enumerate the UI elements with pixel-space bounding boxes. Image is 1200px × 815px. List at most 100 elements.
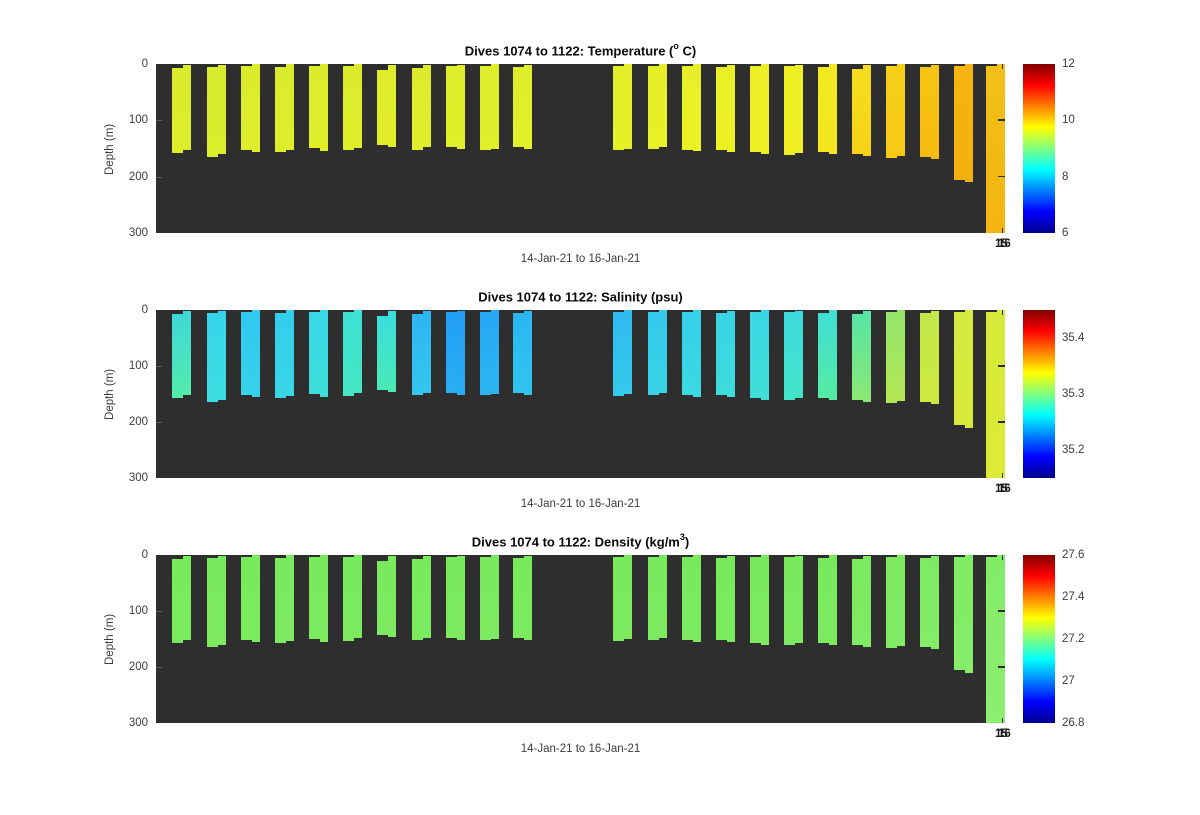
x-tick-16: 16 (998, 483, 1011, 495)
dive-profile-bar (479, 310, 499, 478)
y-axis-ticks: 0 100 200 300 (112, 549, 148, 729)
dive-profile-segment (613, 557, 624, 641)
dive-profile-segment (715, 558, 727, 641)
dive-profile-segment (863, 556, 871, 647)
date-range-label: 14-Jan-21 to 16-Jan-21 (520, 743, 641, 755)
dive-profile-segment (726, 555, 735, 643)
x-axis-tick-stub (1001, 718, 1003, 723)
dive-profile-bar (749, 310, 769, 478)
dive-profile-segment (183, 311, 191, 396)
dive-profile-segment (377, 70, 388, 145)
dive-profile-segment (726, 310, 735, 398)
depth-tick-label: 0 (141, 304, 148, 316)
x-axis-tick-stub (1001, 555, 1003, 560)
right-axis-tick (998, 421, 1005, 423)
dive-profile-bar (275, 555, 294, 723)
dive-profile-segment (241, 557, 252, 641)
dive-profile-segment (897, 310, 905, 402)
dive-profile-segment (275, 312, 286, 398)
depth-tick-label: 300 (128, 472, 148, 484)
dive-profile-bar (206, 555, 226, 723)
dive-profile-segment (954, 556, 965, 671)
dive-profile-segment (783, 66, 795, 155)
dive-profile-segment (183, 65, 191, 150)
dive-profile-segment (456, 310, 465, 395)
dive-profile-segment (206, 66, 218, 157)
dive-profile-segment (681, 312, 693, 396)
dive-profile-bar (954, 310, 973, 478)
dive-profile-segment (456, 64, 465, 150)
depth-tick-label: 100 (128, 360, 148, 372)
depth-tick-label: 0 (141, 58, 148, 70)
dive-profile-segment (624, 555, 632, 639)
dive-profile-segment (377, 316, 388, 391)
dive-profile-segment (217, 64, 226, 155)
x-tick-overlap-label: 15 16 (990, 728, 1020, 743)
dive-profile-segment (852, 68, 863, 155)
x-axis-tick-stub (1001, 64, 1003, 69)
dive-profile-bar (954, 64, 973, 233)
dive-profile-bar (920, 64, 939, 233)
date-range-label: 14-Jan-21 to 16-Jan-21 (520, 498, 641, 510)
dive-profile-segment (818, 557, 829, 643)
dive-profile-segment (920, 313, 931, 403)
dive-profile-segment (715, 313, 727, 396)
dive-profile-bar (954, 555, 973, 723)
dive-profile-bar (715, 555, 735, 723)
dive-profile-segment (863, 65, 871, 157)
left-axis-tick (156, 176, 162, 178)
dive-profile-segment (715, 67, 727, 150)
depth-tick-label: 200 (128, 170, 148, 183)
dive-profile-segment (411, 558, 423, 641)
title-text: Dives 1074 to 1122: Salinity (psu) (478, 289, 683, 305)
right-axis-tick (998, 365, 1005, 367)
dive-profile-segment (445, 66, 457, 148)
right-axis-tick (998, 666, 1005, 668)
dive-profile-segment (997, 555, 1005, 723)
dive-profile-segment (829, 310, 837, 400)
dive-profile-segment (794, 310, 803, 399)
dive-profile-segment (241, 312, 252, 396)
right-axis-tick (998, 119, 1005, 121)
date-range-label: 14-Jan-21 to 16-Jan-21 (520, 253, 641, 265)
dive-profile-bar (206, 310, 226, 478)
depth-tick-label: 100 (128, 605, 148, 617)
dive-profile-bar (206, 64, 226, 233)
colorbar-tick-label: 26.8 (1062, 717, 1085, 729)
dive-profile-segment (920, 558, 931, 648)
dive-profile-segment (986, 66, 997, 233)
dive-profile-bar (411, 310, 431, 478)
dive-profile-segment (886, 66, 897, 158)
dive-profile-bar (986, 310, 1005, 478)
temperature-panel: Dives 1074 to 1122: Temperature (o C) De… (104, 41, 1075, 265)
x-tick-overlap-label: 15 16 (990, 483, 1020, 498)
salinity-panel: Dives 1074 to 1122: Salinity (psu) Depth… (104, 289, 1084, 510)
dive-profile-segment (692, 555, 701, 642)
dive-profile-segment (320, 64, 328, 152)
colorbar-tick-label: 10 (1062, 114, 1075, 127)
dive-profile-bar (275, 64, 294, 233)
dive-profile-segment (760, 310, 769, 400)
dive-profile-segment (354, 64, 362, 148)
dive-profile-segment (252, 64, 260, 152)
dive-profile-segment (513, 66, 524, 148)
depth-tick-label: 0 (141, 549, 148, 561)
dive-profile-segment (954, 311, 965, 426)
dive-profile-segment (343, 66, 354, 151)
dive-profile-segment (479, 556, 491, 641)
left-axis-tick (156, 366, 162, 367)
dive-profile-bar (920, 555, 939, 723)
dive-profile-segment (286, 64, 294, 151)
dive-profile-segment (445, 557, 457, 638)
dive-profile-segment (513, 557, 524, 638)
title-superscript: 3 (679, 532, 685, 542)
dive-profile-bar (681, 310, 701, 478)
dive-profile-segment (172, 313, 183, 399)
dive-profile-segment (986, 557, 997, 723)
dive-profile-segment (524, 555, 532, 640)
dive-profile-segment (658, 555, 667, 638)
colorbar-tick-label: 35.2 (1062, 443, 1085, 456)
panel-title: Dives 1074 to 1122: Density (kg/m3) (156, 532, 1005, 551)
dive-profile-bar (479, 64, 499, 233)
dive-profile-bar (681, 64, 701, 233)
